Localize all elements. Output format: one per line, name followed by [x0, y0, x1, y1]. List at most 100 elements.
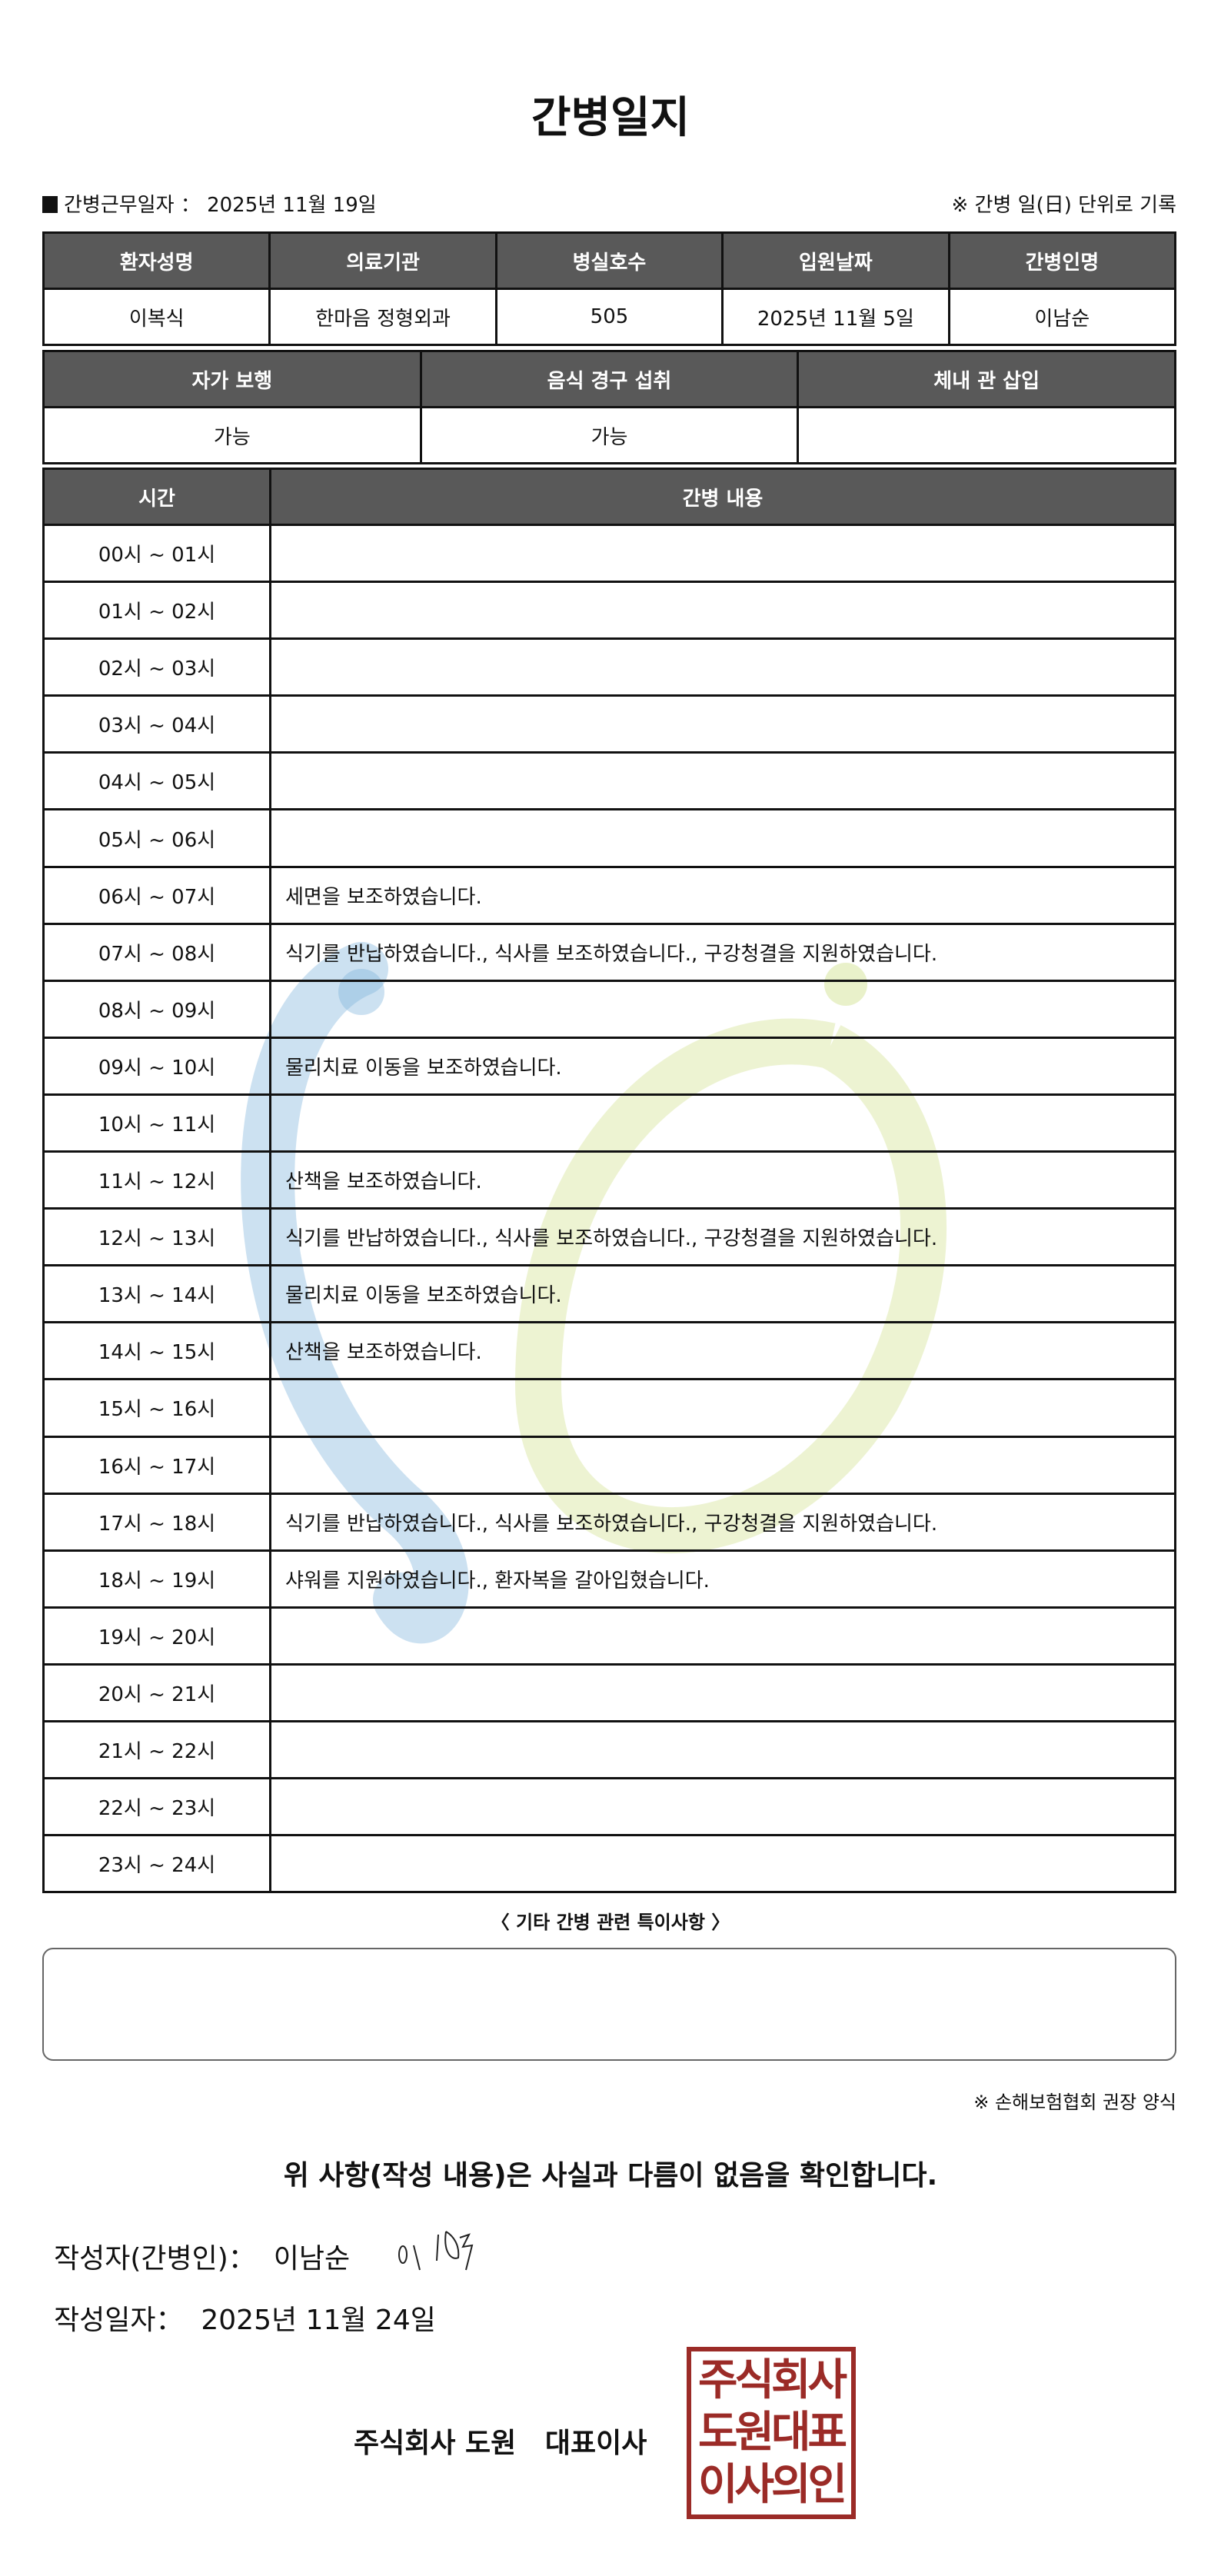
time-cell: 01시 ~ 02시 [42, 581, 271, 641]
company-name: 주식회사 도원 대표이사 [354, 2428, 647, 2459]
caregiver: 이남순 [947, 288, 1177, 346]
content-cell: 물리치료 이동을 보조하였습니다. [269, 1036, 1176, 1096]
signature [398, 2231, 474, 2271]
table-row: 22시 ~ 23시 [42, 1777, 1176, 1837]
square-bullet-icon [42, 196, 58, 213]
duty-date-value: 2025년 11월 19일 [207, 194, 377, 217]
time-cell: 02시 ~ 03시 [42, 637, 271, 697]
header-content: 간병 내용 [269, 468, 1176, 526]
unit-note: ※ 간병 일(日) 단위로 기록 [951, 194, 1177, 217]
header-caregiver: 간병인명 [947, 231, 1177, 290]
header-room: 병실호수 [494, 231, 724, 290]
writer: 작성자(간병인)： 이남순 [54, 2236, 350, 2276]
hospital: 한마음 정형외과 [268, 288, 497, 346]
content-cell [269, 1834, 1176, 1894]
header-time: 시간 [42, 468, 271, 526]
time-cell: 16시 ~ 17시 [42, 1435, 271, 1495]
header-oral-intake: 음식 경구 섭취 [419, 350, 800, 408]
admission-date: 2025년 11월 5일 [721, 288, 950, 346]
table-row: 02시 ~ 03시 [42, 637, 1176, 697]
table-row: 20시 ~ 21시 [42, 1662, 1176, 1722]
time-cell: 14시 ~ 15시 [42, 1321, 271, 1381]
time-cell: 13시 ~ 14시 [42, 1264, 271, 1324]
table-row: 09시 ~ 10시 물리치료 이동을 보조하였습니다. [42, 1036, 1176, 1096]
tube [797, 406, 1176, 464]
content-cell [269, 1719, 1176, 1780]
time-cell: 04시 ~ 05시 [42, 751, 271, 811]
table-row: 21시 ~ 22시 [42, 1719, 1176, 1780]
time-cell: 15시 ~ 16시 [42, 1378, 271, 1438]
content-cell: 산책을 보조하였습니다. [269, 1150, 1176, 1210]
content-cell [269, 1378, 1176, 1438]
table-row: 10시 ~ 11시 [42, 1093, 1176, 1153]
table-row: 16시 ~ 17시 [42, 1435, 1176, 1495]
content-cell: 산책을 보조하였습니다. [269, 1321, 1176, 1381]
time-cell: 00시 ~ 01시 [42, 523, 271, 584]
company-seal: 주식회사 도원대표 이사의인 [687, 2347, 856, 2519]
table-row: 08시 ~ 09시 [42, 979, 1176, 1039]
table-row: 14시 ~ 15시 산책을 보조하였습니다. [42, 1321, 1176, 1381]
table-row: 23시 ~ 24시 [42, 1834, 1176, 1894]
table-row: 13시 ~ 14시 물리치료 이동을 보조하였습니다. [42, 1264, 1176, 1324]
time-cell: 19시 ~ 20시 [42, 1606, 271, 1666]
patient-info-table: 환자성명 의료기관 병실호수 입원날짜 간병인명 이복식 한마음 정형외과 505 2025년… [42, 231, 1177, 346]
association-note: ※ 손해보험협회 권장 양식 [973, 2092, 1176, 2113]
care-log-table: 시간 간병 내용 00시 ~ 01시 01시 ~ 02시 02시 ~ 03시 03시 ~… [42, 468, 1176, 1894]
time-cell: 05시 ~ 06시 [42, 808, 271, 868]
header-admission-date: 입원날짜 [721, 231, 950, 290]
oral-intake: 가능 [419, 406, 800, 464]
header-walking: 자가 보행 [42, 350, 422, 408]
time-cell: 11시 ~ 12시 [42, 1150, 271, 1210]
content-cell: 물리치료 이동을 보조하였습니다. [269, 1264, 1176, 1324]
time-cell: 17시 ~ 18시 [42, 1492, 271, 1552]
written-date-label: 작성일자： [54, 2305, 184, 2336]
time-cell: 23시 ~ 24시 [42, 1834, 271, 1894]
content-cell: 세면을 보조하였습니다. [269, 865, 1176, 925]
content-cell [269, 808, 1176, 868]
content-cell [269, 637, 1176, 697]
walking: 가능 [42, 406, 422, 464]
table-row: 04시 ~ 05시 [42, 751, 1176, 811]
notes-label: 〈 기타 간병 관련 특이사항 〉 [491, 1912, 730, 1933]
table-row: 11시 ~ 12시 산책을 보조하였습니다. [42, 1150, 1176, 1210]
table-row: 01시 ~ 02시 [42, 581, 1176, 641]
content-cell: 식기를 반납하였습니다., 식사를 보조하였습니다., 구강청결을 지원하였습니… [269, 1492, 1176, 1552]
time-cell: 08시 ~ 09시 [42, 979, 271, 1039]
content-cell [269, 581, 1176, 641]
content-cell [269, 694, 1176, 754]
table-row: 17시 ~ 18시 식기를 반납하였습니다., 식사를 보조하였습니다., 구강청… [42, 1492, 1176, 1552]
content-cell [269, 751, 1176, 811]
written-date: 작성일자： 2025년 11월 24일 [54, 2298, 436, 2338]
content-cell: 식기를 반납하였습니다., 식사를 보조하였습니다., 구강청결을 지원하였습니… [269, 922, 1176, 982]
header-hospital: 의료기관 [268, 231, 497, 290]
table-row: 18시 ~ 19시 샤워를 지원하였습니다., 환자복을 갈아입혔습니다. [42, 1549, 1176, 1609]
time-cell: 06시 ~ 07시 [42, 865, 271, 925]
writer-name: 이남순 [273, 2243, 351, 2275]
written-date-value: 2025년 11월 24일 [201, 2305, 436, 2336]
header-tube: 체내 관 삽입 [797, 350, 1176, 408]
confirmation-statement: 위 사항(작성 내용)은 사실과 다름이 없음을 확인합니다. [283, 2160, 938, 2192]
content-cell [269, 1093, 1176, 1153]
time-cell: 12시 ~ 13시 [42, 1207, 271, 1267]
table-row: 15시 ~ 16시 [42, 1378, 1176, 1438]
time-cell: 20시 ~ 21시 [42, 1662, 271, 1722]
patient-status-table: 자가 보행 음식 경구 섭취 체내 관 삽입 가능 가능 [42, 350, 1176, 464]
content-cell [269, 1662, 1176, 1722]
table-row: 05시 ~ 06시 [42, 808, 1176, 868]
content-cell [269, 523, 1176, 584]
table-row: 06시 ~ 07시 세면을 보조하였습니다. [42, 865, 1176, 925]
time-cell: 21시 ~ 22시 [42, 1719, 271, 1780]
duty-date: 간병근무일자 ： 2025년 11월 19일 [42, 189, 377, 218]
content-cell [269, 1606, 1176, 1666]
table-row: 03시 ~ 04시 [42, 694, 1176, 754]
content-cell: 식기를 반납하였습니다., 식사를 보조하였습니다., 구강청결을 지원하였습니… [269, 1207, 1176, 1267]
page-title: 간병일지 [531, 93, 690, 143]
time-cell: 03시 ~ 04시 [42, 694, 271, 754]
table-row: 12시 ~ 13시 식기를 반납하였습니다., 식사를 보조하였습니다., 구강청… [42, 1207, 1176, 1267]
table-row: 19시 ~ 20시 [42, 1606, 1176, 1666]
notes-box [42, 1948, 1176, 2061]
time-cell: 09시 ~ 10시 [42, 1036, 271, 1096]
time-cell: 07시 ~ 08시 [42, 922, 271, 982]
patient-name: 이복식 [42, 288, 271, 346]
content-cell [269, 979, 1176, 1039]
